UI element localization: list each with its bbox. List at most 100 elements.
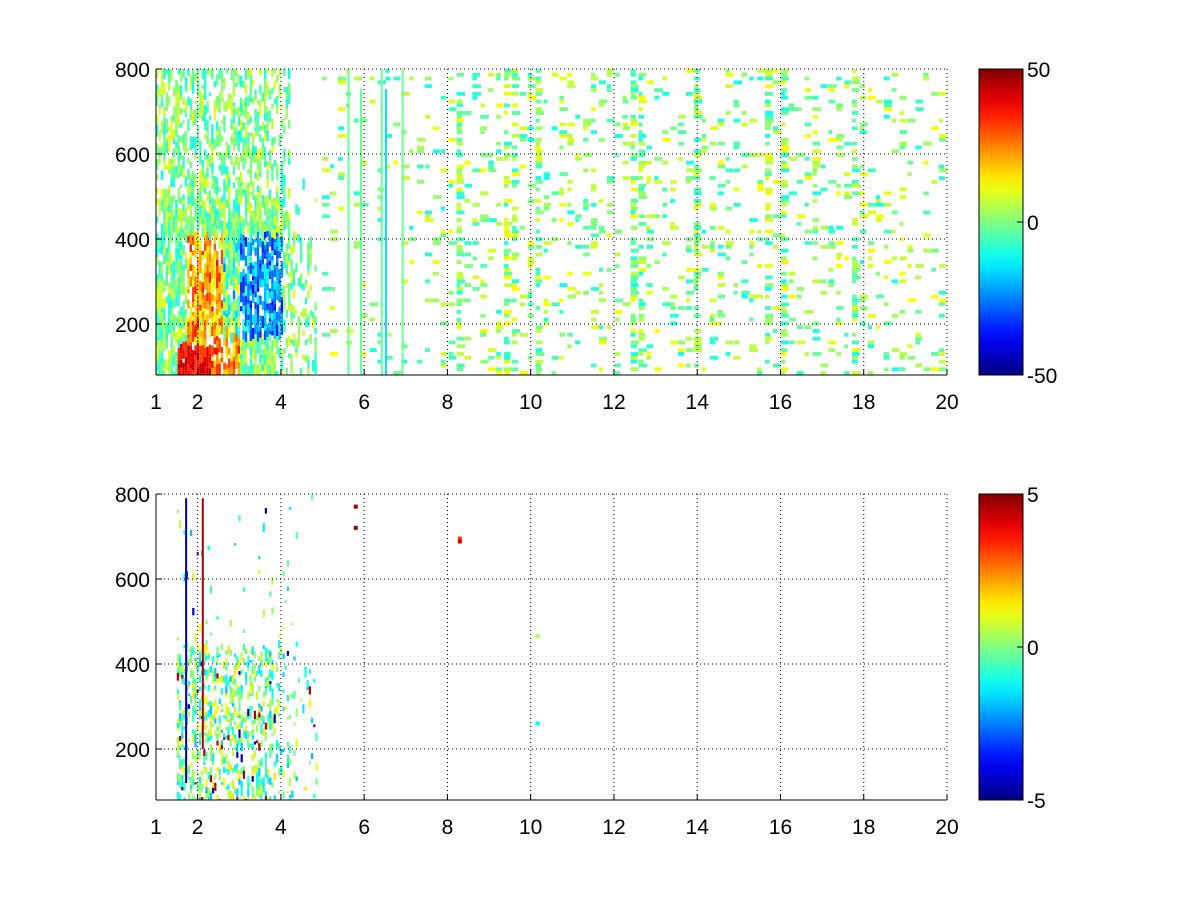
heatmap-cell xyxy=(212,753,215,762)
heatmap-cell xyxy=(237,228,240,240)
heatmap-cell xyxy=(175,125,178,137)
heatmap-cell xyxy=(184,356,188,368)
heatmap-cell xyxy=(211,317,214,326)
heatmap-cell xyxy=(278,269,281,280)
heatmap-cell xyxy=(238,674,241,678)
heatmap-cell xyxy=(260,651,263,657)
heatmap-cell xyxy=(259,69,262,76)
heatmap-cell xyxy=(836,352,842,356)
heatmap-cell xyxy=(256,158,260,170)
heatmap-cell xyxy=(225,726,228,731)
heatmap-cell xyxy=(172,216,176,221)
heatmap-cell xyxy=(176,510,180,514)
heatmap-cell xyxy=(177,226,180,233)
heatmap-cell xyxy=(844,172,851,177)
heatmap-cell xyxy=(240,372,243,375)
heatmap-cell xyxy=(254,359,257,367)
heatmap-cell xyxy=(280,134,284,139)
heatmap-cell xyxy=(254,206,257,217)
heatmap-cell xyxy=(535,267,541,272)
heatmap-cell xyxy=(242,122,245,131)
heatmap-cell xyxy=(273,289,276,298)
heatmap-cell xyxy=(216,208,219,220)
heatmap-cell xyxy=(227,734,230,741)
heatmap-cell xyxy=(225,786,228,790)
heatmap-cell xyxy=(780,122,786,127)
heatmap-cell xyxy=(240,171,243,183)
heatmap-cell xyxy=(177,141,180,146)
heatmap-cell xyxy=(260,740,263,747)
heatmap-cell xyxy=(211,69,214,80)
heatmap-cell xyxy=(883,191,892,196)
heatmap-cell xyxy=(440,233,447,238)
heatmap-cell xyxy=(228,305,231,315)
heatmap-cell xyxy=(709,244,715,249)
heatmap-cell xyxy=(535,367,543,372)
heatmap-cell xyxy=(216,82,219,86)
heatmap-cell xyxy=(269,591,272,597)
heatmap-cell xyxy=(630,69,636,73)
heatmap-cell xyxy=(307,290,310,299)
heatmap-cell xyxy=(591,222,598,226)
heatmap-cell xyxy=(163,372,166,375)
heatmap-cell xyxy=(244,331,248,343)
heatmap-cell xyxy=(915,340,921,345)
heatmap-cell xyxy=(235,227,238,232)
heatmap-cell xyxy=(780,107,790,112)
heatmap-cell xyxy=(280,297,284,302)
heatmap-cell xyxy=(258,794,261,799)
heatmap-cell xyxy=(249,255,252,263)
heatmap-cell xyxy=(177,217,180,222)
heatmap-cell xyxy=(273,268,276,278)
x-tick-label: 10 xyxy=(519,391,542,414)
heatmap-cell xyxy=(245,730,248,740)
heatmap-cell xyxy=(899,237,904,242)
heatmap-cell xyxy=(535,137,542,142)
heatmap-cell xyxy=(567,210,575,215)
heatmap-cell xyxy=(269,722,272,730)
heatmap-cell xyxy=(240,721,243,729)
heatmap-cell xyxy=(511,256,518,261)
heatmap-cell xyxy=(456,210,465,215)
heatmap-cell xyxy=(229,698,232,702)
heatmap-cell xyxy=(264,301,267,312)
heatmap-cell xyxy=(638,191,646,196)
colorbar-tick-label: 50 xyxy=(1027,59,1050,82)
heatmap-cell xyxy=(156,340,159,346)
heatmap-cell xyxy=(223,733,226,738)
heatmap-cell xyxy=(804,76,810,81)
heatmap-cell xyxy=(259,255,262,260)
heatmap-cell xyxy=(511,156,517,161)
heatmap-cell xyxy=(184,208,188,219)
heatmap-cell xyxy=(252,276,255,280)
heatmap-cell xyxy=(220,321,224,328)
heatmap-cell xyxy=(496,222,503,226)
heatmap-cell xyxy=(440,321,448,326)
heatmap-cell xyxy=(264,508,268,514)
heatmap-cell xyxy=(288,69,291,79)
heatmap-cell xyxy=(177,187,180,199)
heatmap-cell xyxy=(249,289,252,296)
heatmap-cell xyxy=(238,671,241,675)
heatmap-cell xyxy=(749,244,754,249)
heatmap-cell xyxy=(196,230,200,242)
heatmap-cell xyxy=(638,72,647,77)
heatmap-cell xyxy=(192,607,195,616)
heatmap-cell xyxy=(230,314,233,318)
heatmap-cell xyxy=(196,781,199,788)
heatmap-cell xyxy=(304,355,308,362)
heatmap-cell xyxy=(504,91,513,96)
heatmap-cell xyxy=(828,99,836,104)
heatmap-cell xyxy=(765,103,772,108)
heatmap-cell xyxy=(575,218,580,222)
heatmap-cell xyxy=(268,150,272,161)
heatmap-cell xyxy=(583,225,591,230)
heatmap-cell xyxy=(251,769,254,777)
heatmap-cell xyxy=(247,796,250,800)
heatmap-cell xyxy=(232,332,236,343)
heatmap-cell xyxy=(268,110,272,123)
heatmap-cell xyxy=(709,225,716,230)
heatmap-cell xyxy=(915,107,924,112)
heatmap-cell xyxy=(172,138,176,145)
heatmap-cell xyxy=(472,91,481,96)
